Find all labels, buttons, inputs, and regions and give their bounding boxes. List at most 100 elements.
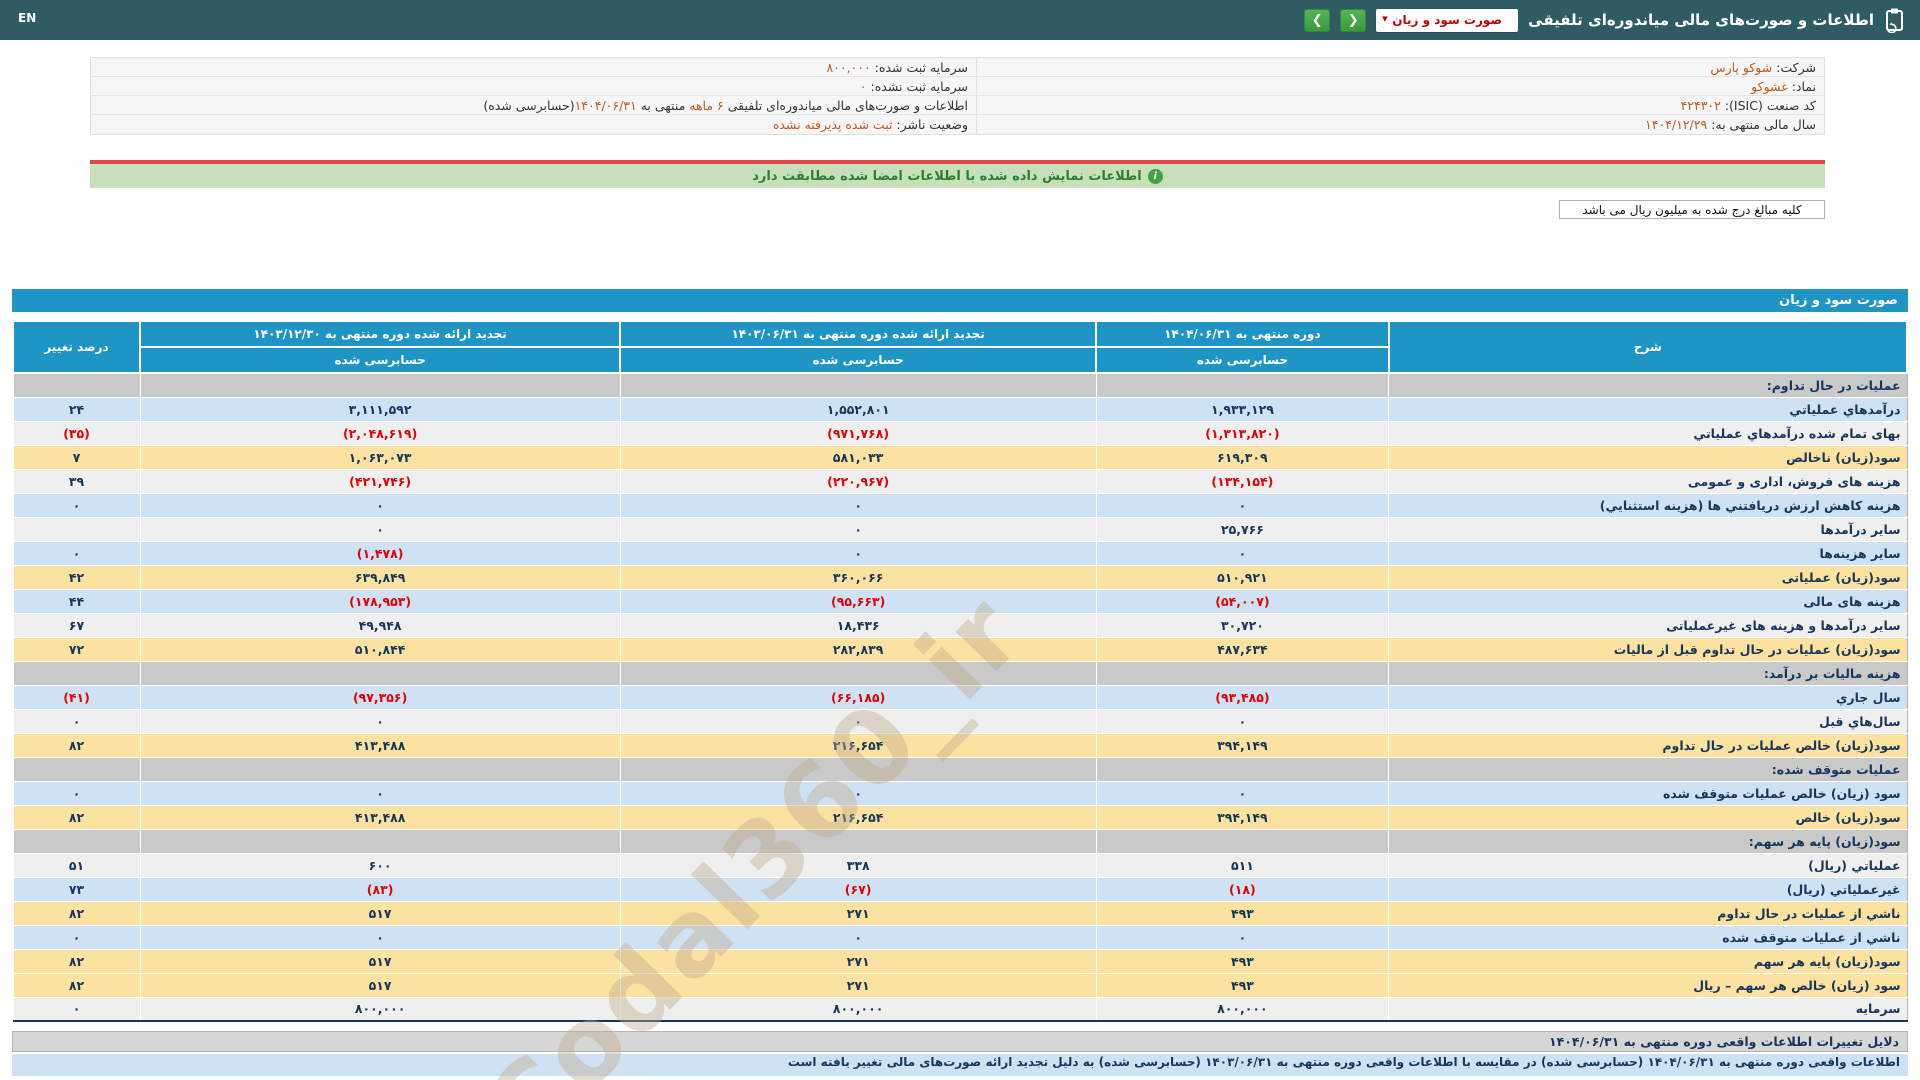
company-info-row: شرکت: شوکو پارس سرمایه ثبت شده: ۸۰۰,۰۰۰ [91, 58, 1824, 77]
company-info-row: کد صنعت (ISIC): ۴۲۴۳۰۲ اطلاعات و صورت‌های… [91, 96, 1824, 115]
company-info-cell: وضعیت ناشر: ثبت شده پذیرفته نشده [91, 115, 976, 134]
row-label: ناشي از عملیات متوقف شده [1388, 925, 1907, 950]
column-header-period-restated-fy: تجدید ارائه شده دوره منتهی به ۱۴۰۳/۱۲/۳۰ [139, 320, 622, 348]
cell-value: ۸۲ [12, 901, 141, 926]
language-switch-en[interactable]: EN [18, 11, 37, 25]
cell-value: ۳۶۰,۰۶۶ [619, 565, 1097, 590]
info-value: ۰ [859, 79, 867, 94]
cell-value: (۲,۰۴۸,۶۱۹) [139, 421, 621, 446]
cell-value: ۴۸۷,۶۳۴ [1095, 637, 1389, 662]
prev-statement-button[interactable]: ❮ [1340, 8, 1367, 32]
cell-value: ۲۴ [12, 397, 141, 422]
statement-data-row: هزینه های مالی (۵۴,۰۰۷) (۹۵,۶۶۳) (۱۷۸,۹۵۳) ۴… [12, 589, 1907, 614]
row-label: سود(زیان) عملیاتی [1388, 565, 1907, 590]
cell-value: ۴۱۳,۴۸۸ [139, 733, 621, 758]
cell-value: ۰ [139, 925, 621, 950]
cell-value: ۰ [619, 781, 1097, 806]
subheader-audited-2: حسابرسی شده [619, 346, 1098, 374]
info-text: (حسابرسی شده) [483, 98, 575, 113]
income-statement-section: صورت سود و زیان شرح دوره منتهی به ۱۴۰۴/۰… [11, 289, 1909, 1080]
statement-data-row: ناشي از عملیات متوقف شده ۰ ۰ ۰ ۰ [12, 925, 1907, 950]
info-label: شرکت: [1772, 60, 1816, 75]
company-info-row: نماد: غشوکو سرمایه ثبت نشده: ۰ [91, 77, 1824, 96]
cell-value: ۸۰۰,۰۰۰ [1095, 997, 1389, 1022]
info-icon: i [1147, 168, 1163, 184]
row-label: سرمایه [1388, 997, 1907, 1022]
cell-value: (۲۲۰,۹۶۷) [619, 469, 1097, 494]
cell-value: ۵۱۷ [139, 901, 621, 926]
cell-value [619, 661, 1097, 686]
cell-value: ۸۰۰,۰۰۰ [139, 997, 621, 1022]
cell-value: ۰ [139, 493, 621, 518]
cell-value: ۵۸۱,۰۳۳ [619, 445, 1097, 470]
row-label: سود (زیان) خالص عملیات متوقف شده [1388, 781, 1907, 806]
cell-value: ۲۷۱ [619, 973, 1097, 998]
statement-data-row: ناشي از عملیات در حال تداوم ۴۹۳ ۲۷۱ ۵۱۷ ۸۲ [12, 901, 1907, 926]
statement-data-row: غیرعملیاتي (ریال) (۱۸) (۶۷) (۸۳) ۷۳ [12, 877, 1907, 902]
row-label: غیرعملیاتي (ریال) [1388, 877, 1907, 902]
row-label: هزینه کاهش ارزش دریافتني ها (هزینه استثن… [1388, 493, 1907, 518]
row-label: سود(زیان) خالص عملیات در حال تداوم [1388, 733, 1907, 758]
info-label: نماد: [1787, 79, 1816, 94]
cell-value: ۵۱۷ [139, 973, 621, 998]
info-value: غشوکو [1751, 79, 1788, 94]
cell-value: ۰ [619, 709, 1097, 734]
column-header-period-current: دوره منتهی به ۱۴۰۴/۰۶/۳۱ [1095, 320, 1390, 348]
cell-value: ۰ [12, 781, 141, 806]
row-label: عملیات متوقف شده: [1388, 757, 1907, 782]
chevron-down-icon: ▾ [1382, 11, 1388, 25]
cell-value: ۷۲ [12, 637, 141, 662]
info-label: سرمایه ثبت نشده: [866, 79, 968, 94]
cell-value: (۱۷۸,۹۵۳) [139, 589, 621, 614]
cell-value: ۰ [12, 541, 141, 566]
cell-value: ۲۵,۷۶۶ [1095, 517, 1389, 542]
statement-type-dropdown[interactable]: صورت سود و زیان ▾ [1376, 8, 1519, 32]
cell-value: (۱۸) [1095, 877, 1389, 902]
cell-value: ۲۱۶,۶۵۴ [619, 805, 1097, 830]
cell-value: ۲۷۱ [619, 901, 1097, 926]
info-value: شوکو پارس [1710, 60, 1773, 75]
info-label: وضعیت ناشر: [892, 117, 968, 132]
statement-data-row: سایر درآمدها ۲۵,۷۶۶ ۰ ۰ [12, 517, 1907, 542]
signature-match-text: اطلاعات نمایش داده شده با اطلاعات امضا ش… [752, 168, 1142, 184]
row-label: سود(زیان) ناخالص [1388, 445, 1907, 470]
cell-value: (۹۵,۶۶۳) [619, 589, 1097, 614]
info-label: سرمایه ثبت شده: [870, 60, 968, 75]
statement-data-row: بهای تمام شده درآمدهاي عملیاتي (۱,۳۱۳,۸۲۰… [12, 421, 1907, 446]
company-info-row: سال مالی منتهی به: ۱۴۰۴/۱۲/۲۹ وضعیت ناشر:… [91, 115, 1824, 134]
statement-data-row: سود(زیان) خالص ۳۹۴,۱۴۹ ۲۱۶,۶۵۴ ۴۱۳,۴۸۸ ۸۲ [12, 805, 1907, 830]
cell-value [1095, 757, 1389, 782]
cell-value: ۴۹,۹۴۸ [139, 613, 621, 638]
cell-value: (۴۱) [12, 685, 141, 710]
cell-value: ۸۲ [12, 733, 141, 758]
info-text: ۶ ماهه [689, 98, 724, 113]
cell-value: ۸۲ [12, 805, 141, 830]
cell-value: ۱,۵۵۲,۸۰۱ [619, 397, 1097, 422]
info-value: ثبت شده پذیرفته نشده [772, 117, 893, 132]
statement-data-row: سود (زیان) خالص هر سهم – ریال ۴۹۳ ۲۷۱ ۵۱۷ ۸۲ [12, 973, 1907, 998]
cell-value [139, 661, 621, 686]
cell-value: ۴۲ [12, 565, 141, 590]
info-value: ۸۰۰,۰۰۰ [826, 60, 871, 75]
statement-data-row: درآمدهاي عملیاتي ۱,۹۳۳,۱۲۹ ۱,۵۵۲,۸۰۱ ۳,۱۱۱,… [12, 397, 1907, 422]
alert-divider-line [90, 160, 1825, 164]
next-statement-button[interactable]: ❯ [1304, 8, 1331, 32]
cell-value: ۱,۰۶۳,۰۷۳ [139, 445, 621, 470]
company-info-cell: سرمایه ثبت نشده: ۰ [91, 77, 976, 95]
cell-value [1095, 373, 1389, 398]
column-header-period-restated-h1: تجدید ارائه شده دوره منتهی به ۱۴۰۳/۰۶/۳۱ [619, 320, 1098, 348]
row-label: سود(زیان) پایه هر سهم [1388, 949, 1907, 974]
row-label: سود(زیان) خالص [1388, 805, 1907, 830]
row-label: درآمدهاي عملیاتي [1388, 397, 1907, 422]
cell-value: (۹۳,۴۸۵) [1095, 685, 1389, 710]
row-label: سایر درآمدها [1388, 517, 1907, 542]
cell-value: ۸۲ [12, 973, 141, 998]
cell-value [1095, 661, 1389, 686]
statement-data-row: سایر درآمدها و هزینه های غیرعملیاتی ۳۰,۷۲… [12, 613, 1907, 638]
cell-value: ۰ [1095, 925, 1389, 950]
statement-section-row: عملیات متوقف شده: [12, 757, 1907, 782]
cell-value [619, 829, 1097, 854]
company-info-cell: سال مالی منتهی به: ۱۴۰۴/۱۲/۲۹ [976, 115, 1824, 134]
cell-value: ۵۱ [12, 853, 141, 878]
cell-value [1095, 829, 1389, 854]
